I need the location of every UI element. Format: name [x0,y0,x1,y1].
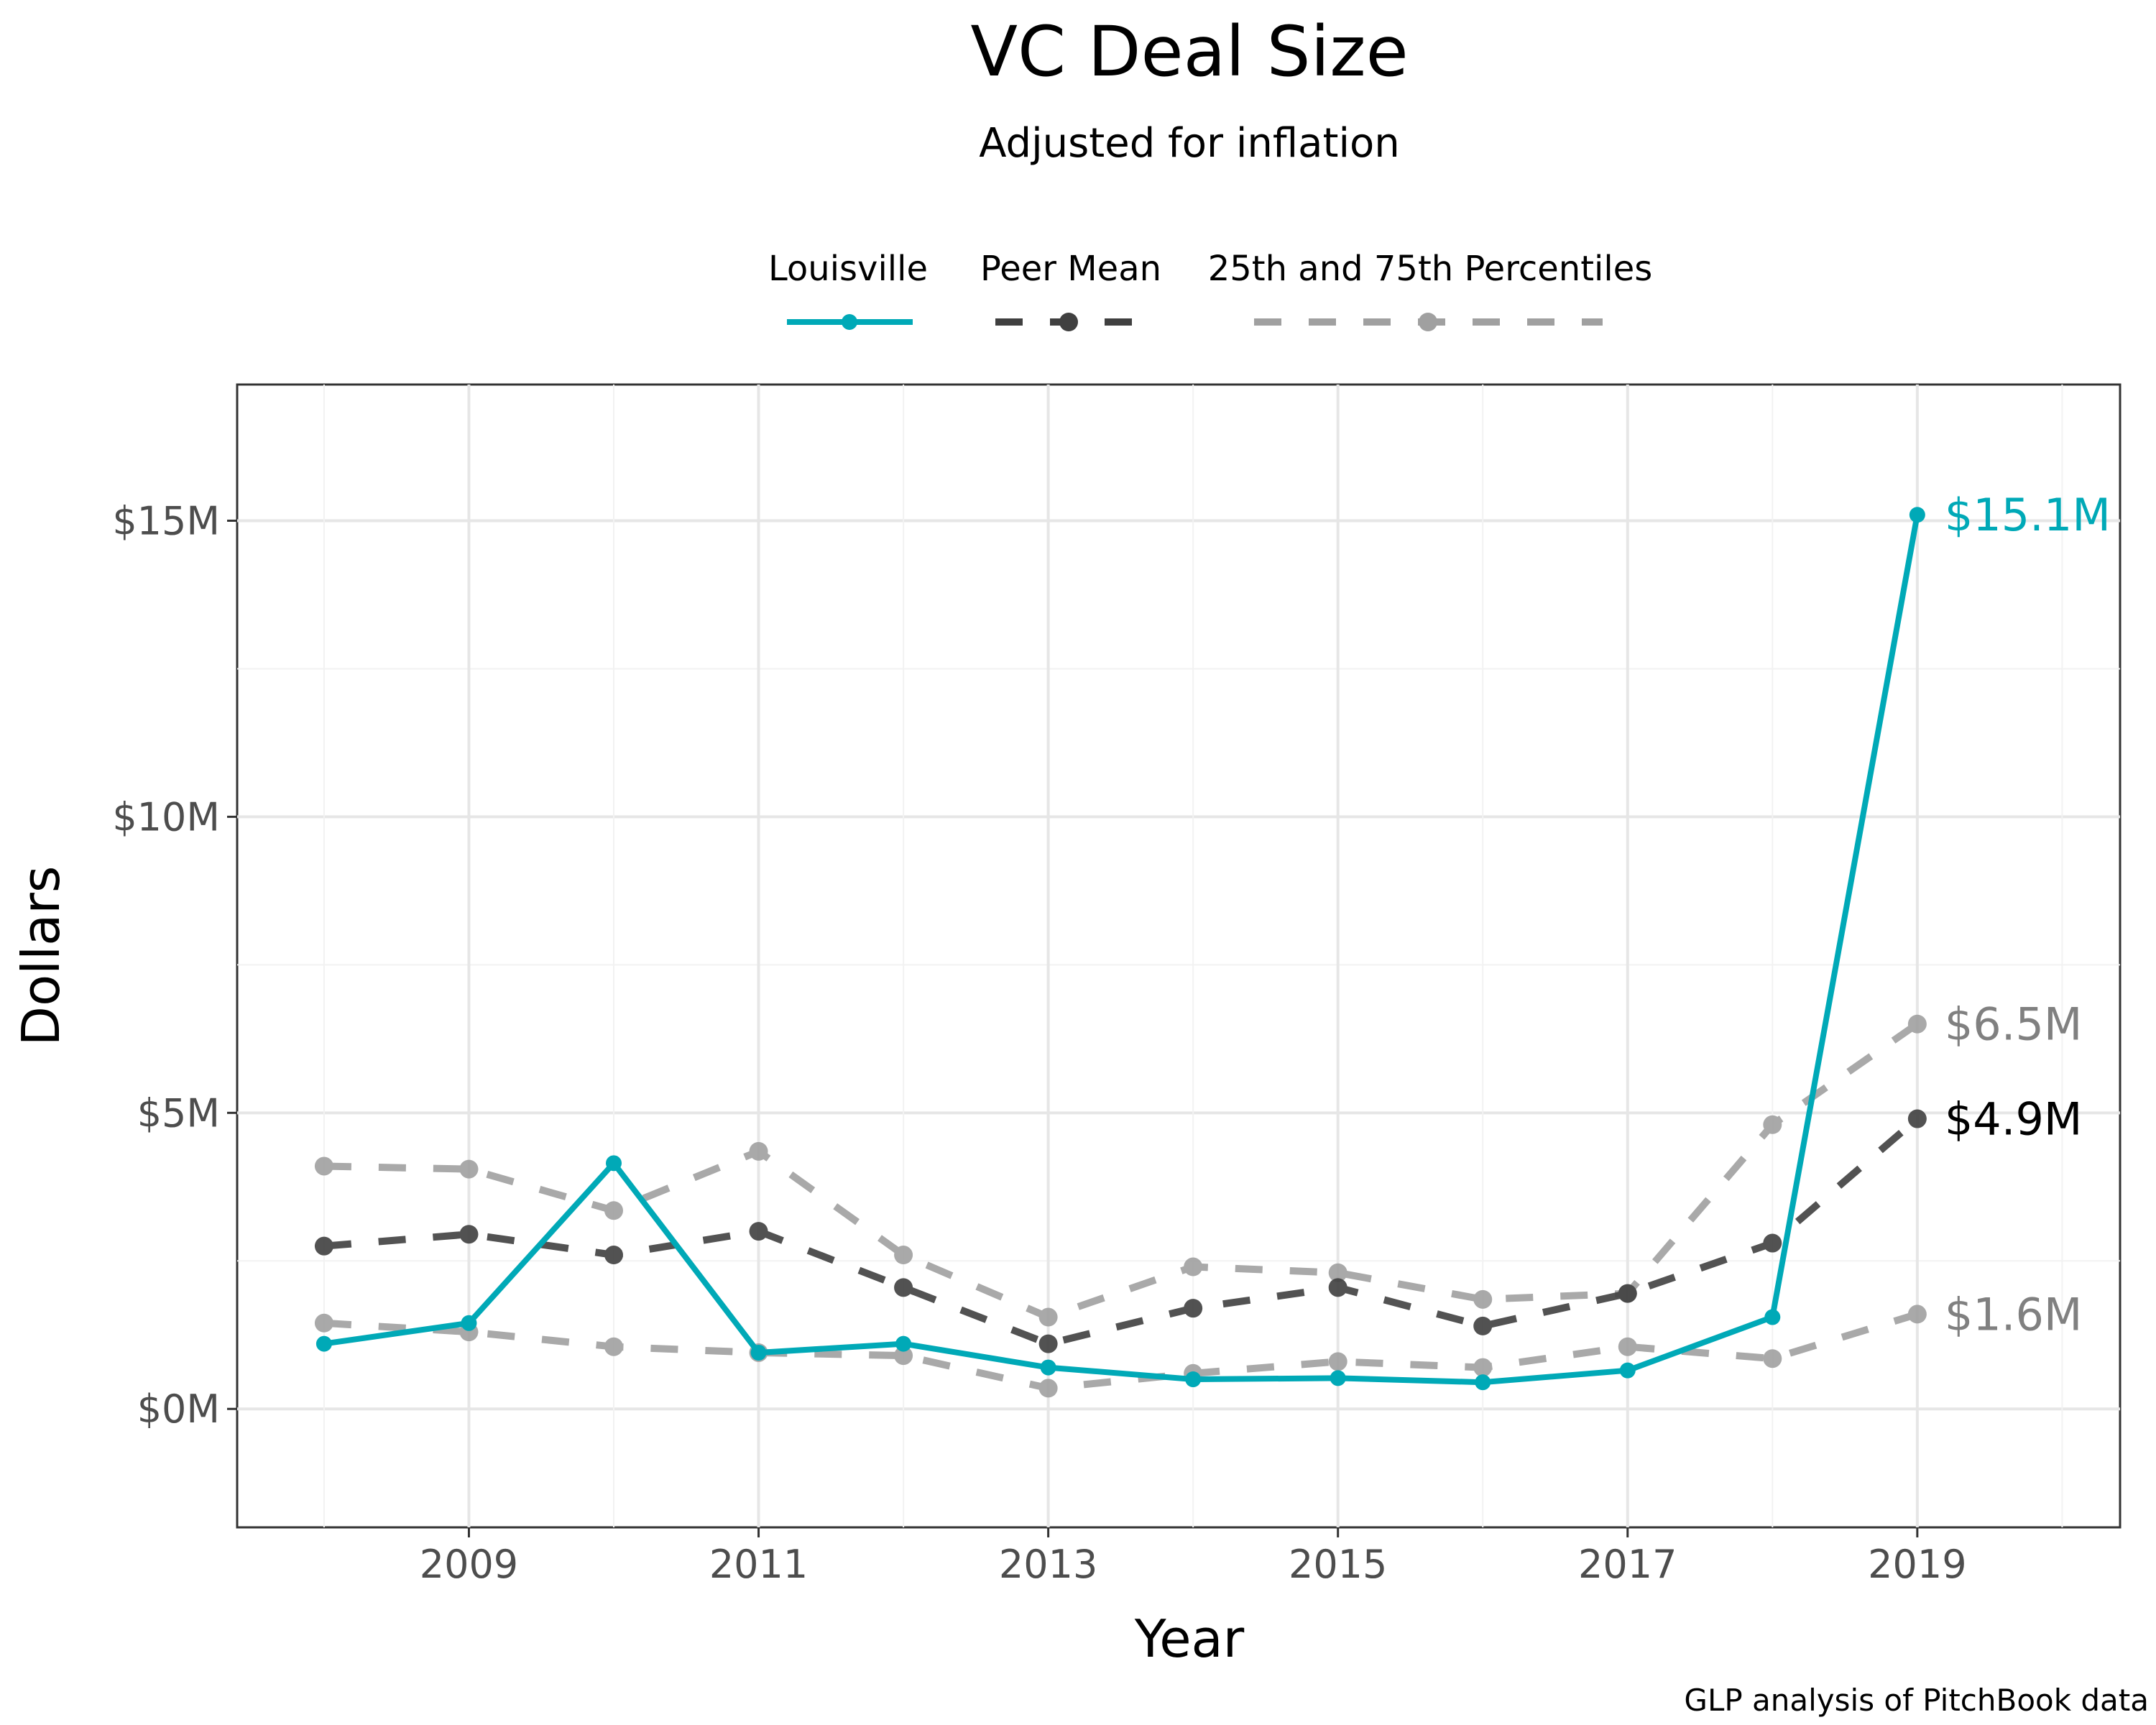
chart-subtitle: Adjusted for inflation [979,120,1400,167]
x-tick-label: 2009 [420,1542,518,1587]
data-point-25th-percentile [894,1346,913,1366]
end-label-75th-percentile: $6.5M [1945,998,2083,1051]
series-line-25th-percentile [323,1310,1919,1392]
y-axis-title: Dollars [11,866,71,1046]
y-tick-label: $10M [112,794,220,840]
chart-title: VC Deal Size [970,12,1408,92]
x-axis-title: Year [1134,1609,1245,1669]
data-point-louisville [315,1335,332,1352]
data-point-louisville [895,1335,912,1352]
data-point-75th-percentile [1473,1289,1493,1309]
chart-caption: GLP analysis of PitchBook data [1684,1683,2149,1718]
data-point-25th-percentile [314,1313,333,1333]
data-point-louisville [1764,1309,1781,1325]
x-tick-label: 2019 [1868,1542,1966,1587]
data-point-peer-mean [1907,1109,1927,1128]
data-point-peer-mean [1184,1299,1203,1318]
data-point-75th-percentile [1763,1115,1782,1134]
data-point-louisville [1619,1362,1636,1379]
series-75th-percentile [314,1014,1927,1327]
data-point-peer-mean [1038,1334,1058,1353]
data-point-75th-percentile [1907,1014,1927,1034]
x-tick-label: 2015 [1289,1542,1387,1587]
series-layer [314,507,1927,1398]
x-tick-label: 2017 [1578,1542,1677,1587]
data-point-louisville [1909,507,1925,523]
data-point-peer-mean [459,1225,479,1244]
data-point-peer-mean [894,1278,913,1297]
series-louisville [315,507,1925,1391]
data-point-peer-mean [1328,1278,1348,1297]
end-labels: $15.1M $4.9M $6.5M $1.6M [1945,489,2111,1340]
end-label-peer-mean: $4.9M [1945,1093,2083,1146]
data-point-75th-percentile [894,1246,913,1265]
data-point-peer-mean [1618,1284,1637,1303]
legend-key-louisville [787,314,913,330]
x-tick-label: 2011 [709,1542,808,1587]
data-point-peer-mean [314,1236,333,1256]
data-point-louisville [750,1344,767,1361]
legend-label-peer-mean: Peer Mean [980,249,1161,289]
legend: Louisville Peer Mean 25th and 75th Perce… [768,249,1652,331]
data-point-75th-percentile [604,1201,623,1220]
data-point-75th-percentile [1038,1307,1058,1327]
data-point-75th-percentile [459,1159,479,1179]
y-tick-label: $5M [137,1090,220,1136]
series-peer-mean [314,1109,1927,1353]
gridlines [237,385,2120,1527]
y-tick-label: $0M [137,1386,220,1432]
y-tick-label: $15M [112,498,220,543]
data-point-25th-percentile [1328,1352,1348,1371]
data-point-25th-percentile [1763,1349,1782,1368]
series-line-peer-mean [323,1116,1920,1348]
data-point-peer-mean [1473,1316,1493,1335]
x-axis: 2009 2011 2013 2015 2017 2019 [420,1527,1967,1587]
x-tick-label: 2013 [999,1542,1097,1587]
data-point-75th-percentile [1184,1257,1203,1276]
data-point-louisville [1330,1370,1346,1386]
series-line-louisville [323,514,1920,1386]
legend-label-louisville: Louisville [768,249,928,289]
data-point-louisville [1475,1374,1491,1391]
end-label-25th-percentile: $1.6M [1945,1288,2083,1340]
data-point-peer-mean [604,1246,623,1265]
data-point-75th-percentile [314,1156,333,1176]
data-point-louisville [461,1315,477,1331]
data-point-25th-percentile [1473,1358,1493,1377]
y-axis: $0M $5M $10M $15M [112,498,237,1432]
data-point-75th-percentile [749,1141,768,1161]
data-point-peer-mean [749,1222,768,1241]
data-point-peer-mean [1763,1233,1782,1253]
end-label-louisville: $15.1M [1945,489,2111,541]
data-point-louisville [1040,1359,1056,1376]
data-point-75th-percentile [1328,1263,1348,1282]
data-point-louisville [1185,1371,1202,1388]
data-point-25th-percentile [1618,1337,1637,1356]
legend-key-percentiles [1254,313,1603,331]
legend-label-percentiles: 25th and 75th Percentiles [1208,249,1653,289]
data-point-25th-percentile [1038,1379,1058,1398]
data-point-louisville [606,1155,622,1172]
legend-key-peer-mean [995,313,1143,331]
data-point-25th-percentile [1907,1305,1927,1324]
data-point-25th-percentile [604,1337,623,1356]
